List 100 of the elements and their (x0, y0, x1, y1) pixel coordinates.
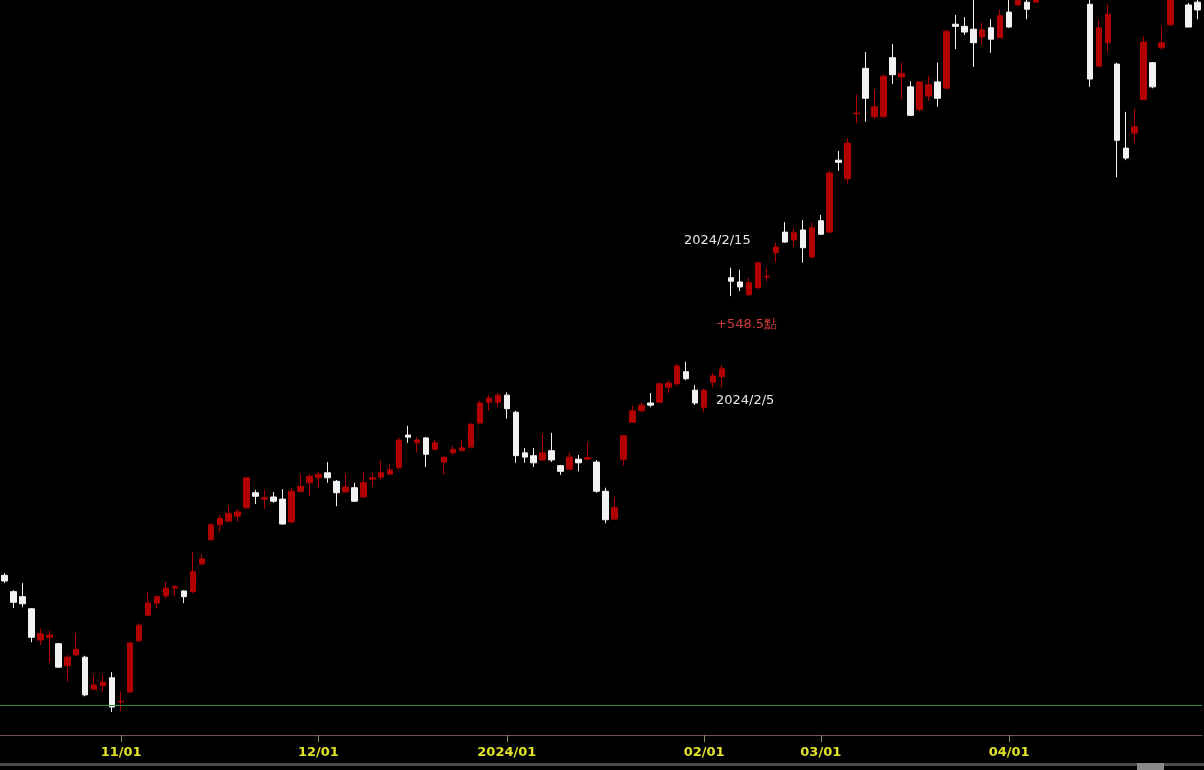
candlestick (916, 80, 923, 112)
candlestick (800, 219, 806, 264)
candlestick (333, 479, 340, 507)
candlestick (737, 269, 743, 292)
candlestick (342, 473, 349, 494)
candlestick (315, 471, 322, 489)
x-tick-label: 04/01 (988, 744, 1030, 759)
candlestick (665, 379, 672, 394)
candlestick (19, 582, 26, 608)
candlestick (719, 364, 725, 388)
candlestick (611, 496, 618, 521)
candlestick (64, 654, 71, 683)
candlestick (575, 454, 582, 472)
candlestick (997, 8, 1003, 39)
candlestick (459, 438, 465, 452)
candlestick (1149, 61, 1156, 89)
candlestick (270, 491, 277, 504)
candlestick (1167, 0, 1174, 26)
candlestick (656, 382, 663, 404)
candlestick (566, 452, 573, 471)
candlestick (396, 437, 402, 470)
candlestick (243, 476, 250, 510)
candlestick (522, 447, 528, 464)
candlestick (755, 261, 761, 290)
candlestick (199, 554, 205, 566)
candlestick (1, 572, 8, 584)
candlestick (217, 514, 223, 533)
candlestick (907, 80, 914, 116)
annotation: +548.5點 (716, 316, 778, 331)
candlestick (100, 674, 106, 693)
candlestick (477, 400, 483, 425)
candlestick (118, 690, 124, 712)
candlestick (1158, 25, 1165, 51)
candlestick (826, 169, 833, 234)
candlestick (432, 439, 438, 452)
candlestick (154, 594, 160, 610)
candlestick (486, 394, 492, 412)
candlestick (324, 461, 331, 484)
candlestick (548, 432, 555, 463)
candlestick (584, 442, 591, 461)
candlestick (441, 456, 447, 476)
candlestick (181, 589, 187, 604)
candlestick (844, 137, 851, 185)
candlestick (943, 29, 950, 90)
candlestick (91, 674, 97, 691)
candlestick (898, 62, 905, 100)
candlestick (1006, 0, 1012, 29)
candlestick (692, 384, 698, 406)
candlestick (952, 14, 959, 50)
candlestick (55, 642, 62, 669)
candlestick (225, 505, 232, 523)
candlestick (862, 51, 869, 123)
candlestick (163, 581, 169, 600)
annotation: 2024/2/15 (684, 232, 751, 247)
candlestick (979, 22, 985, 46)
candlestick (961, 16, 968, 36)
candlestick (809, 221, 815, 259)
candlestick (423, 436, 429, 468)
annotation: 2024/2/5 (716, 392, 775, 407)
candlestick (1024, 0, 1030, 20)
candlestick (629, 405, 636, 424)
candlestick (710, 372, 716, 388)
candlestick (1194, 0, 1201, 20)
candlestick (513, 410, 519, 464)
candlestick (288, 487, 295, 524)
candlestick (1015, 0, 1021, 7)
candlestick (1105, 3, 1111, 54)
candlestick (378, 460, 384, 481)
x-tick-label: 03/01 (800, 744, 842, 759)
candlestick (360, 471, 367, 498)
x-tick-label: 11/01 (100, 744, 142, 759)
candlestick (988, 18, 994, 54)
candlestick (10, 589, 17, 609)
candlestick (136, 622, 142, 643)
candlestick (82, 655, 88, 697)
candlestick (306, 473, 313, 497)
candlestick (387, 463, 393, 476)
candlestick (28, 607, 35, 643)
candlestick (190, 551, 196, 594)
candlestick (593, 459, 600, 494)
candlestick (638, 401, 645, 413)
candlestick (782, 221, 788, 244)
candlestick (970, 0, 977, 68)
candlestick (701, 388, 707, 413)
candlestick (73, 632, 79, 657)
candlestick (109, 671, 115, 713)
candlestick (728, 267, 734, 297)
candlestick (602, 487, 609, 524)
candlestick (1123, 111, 1129, 161)
candlestick (853, 94, 860, 124)
x-tick-label: 2024/01 (477, 744, 537, 759)
candlestick (835, 150, 842, 172)
candlestick (674, 363, 680, 387)
x-tick-label: 02/01 (683, 744, 725, 759)
candlestick (450, 445, 456, 456)
candlestick (539, 433, 546, 462)
candlestick (620, 434, 627, 467)
candlestick (764, 267, 770, 282)
candlestick (557, 464, 564, 476)
candlestick (1096, 18, 1102, 68)
